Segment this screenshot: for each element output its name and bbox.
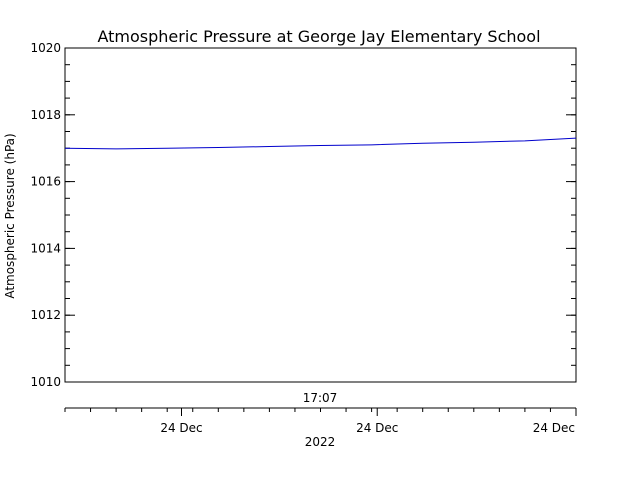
chart-title: Atmospheric Pressure at George Jay Eleme… — [97, 27, 540, 46]
y-axis-ticks — [65, 47, 576, 383]
y-tick-label: 1018 — [30, 108, 61, 122]
x-tick-label: 24 Dec — [356, 421, 398, 435]
y-tick-label: 1014 — [30, 241, 61, 255]
series-layer — [64, 137, 577, 150]
x-axis-ticks — [64, 408, 577, 416]
y-tick-label: 1010 — [30, 375, 61, 389]
x-tick-label: 24 Dec — [160, 421, 202, 435]
time-axis-label: 17:07 — [303, 391, 338, 405]
x-axis-tick-labels: 24 Dec 24 Dec 24 Dec — [160, 421, 575, 435]
y-tick-label: 1012 — [30, 308, 61, 322]
x-tick-label: 24 Dec — [533, 421, 575, 435]
y-tick-label: 1016 — [30, 175, 61, 189]
y-tick-label: 1020 — [30, 41, 61, 55]
y-axis-label: Atmospheric Pressure (hPa) — [3, 133, 17, 298]
series-line — [64, 137, 577, 150]
year-label: 2022 — [305, 435, 336, 449]
plot-frame — [64, 47, 577, 383]
y-axis-tick-labels: 1010 1012 1014 1016 1018 1020 — [30, 41, 61, 389]
